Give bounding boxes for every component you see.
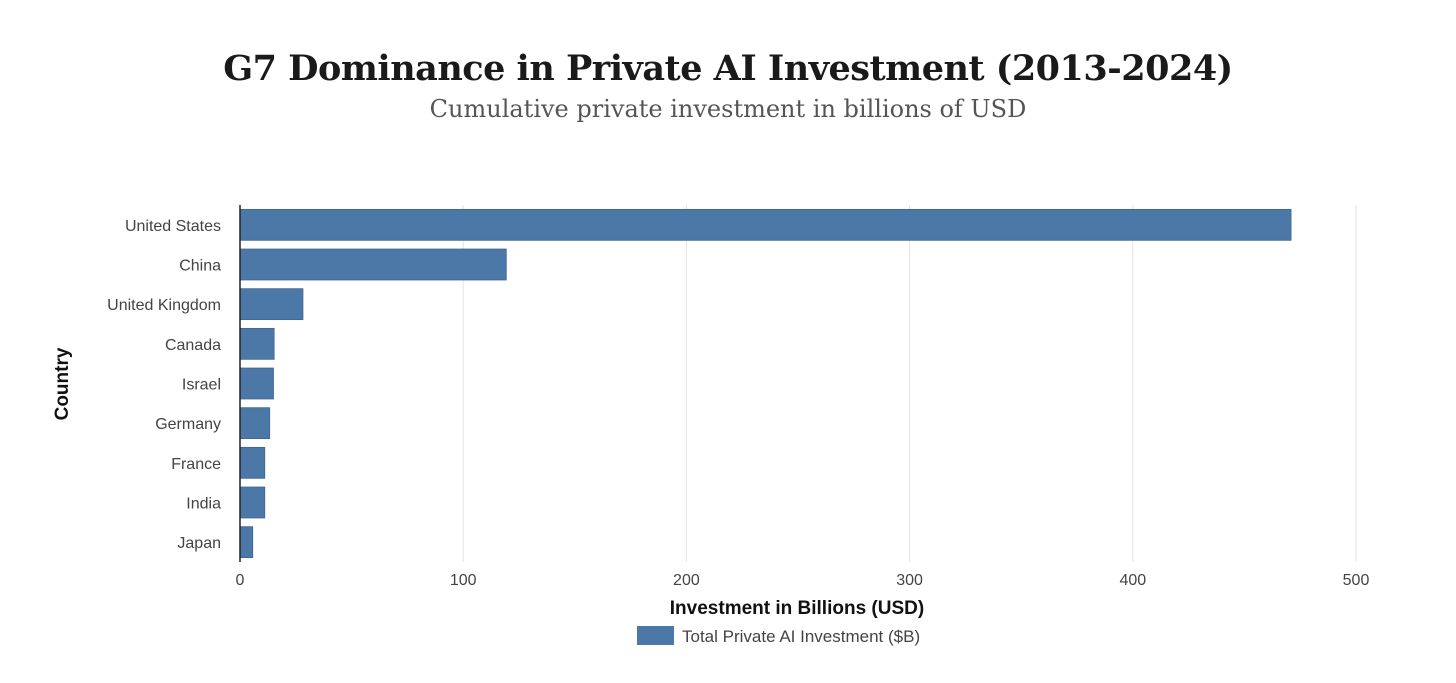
x-tick-label: 400: [1119, 572, 1146, 589]
y-category-label: Japan: [177, 535, 221, 552]
x-tick-label: 0: [236, 572, 245, 589]
bar: [239, 486, 266, 519]
y-category-label: United Kingdom: [107, 297, 221, 314]
bar: [239, 248, 507, 281]
bar: [239, 327, 275, 360]
x-axis-title: Investment in Billions (USD): [670, 598, 924, 619]
y-category-label: China: [179, 258, 221, 275]
bar: [239, 367, 274, 400]
bar: [239, 288, 304, 321]
y-category-label: Germany: [155, 416, 221, 433]
x-axis-ticks: 0 100 200 300 400 500: [236, 572, 1370, 589]
y-axis-categories: United States China United Kingdom Canada Is…: [107, 218, 221, 552]
y-category-label: Canada: [165, 337, 221, 354]
bar: [239, 407, 271, 440]
bar: [239, 526, 254, 559]
gridlines: [462, 205, 1357, 562]
y-category-label: India: [186, 496, 221, 513]
y-category-label: Israel: [182, 377, 221, 394]
bar: [239, 446, 266, 479]
legend-label: Total Private AI Investment ($B): [682, 627, 920, 646]
chart-subtitle: Cumulative private investment in billion…: [429, 95, 1027, 123]
x-tick-label: 300: [896, 572, 923, 589]
x-tick-label: 500: [1343, 572, 1370, 589]
legend: Total Private AI Investment ($B): [637, 626, 920, 646]
legend-swatch: [637, 626, 674, 645]
bars: [239, 208, 1292, 559]
chart-title: G7 Dominance in Private AI Investment (2…: [223, 48, 1233, 89]
y-category-label: United States: [125, 218, 221, 235]
bar: [239, 208, 1292, 241]
x-tick-label: 200: [673, 572, 700, 589]
y-axis-title: Country: [52, 347, 73, 420]
y-category-label: France: [171, 456, 221, 473]
x-tick-label: 100: [450, 572, 477, 589]
